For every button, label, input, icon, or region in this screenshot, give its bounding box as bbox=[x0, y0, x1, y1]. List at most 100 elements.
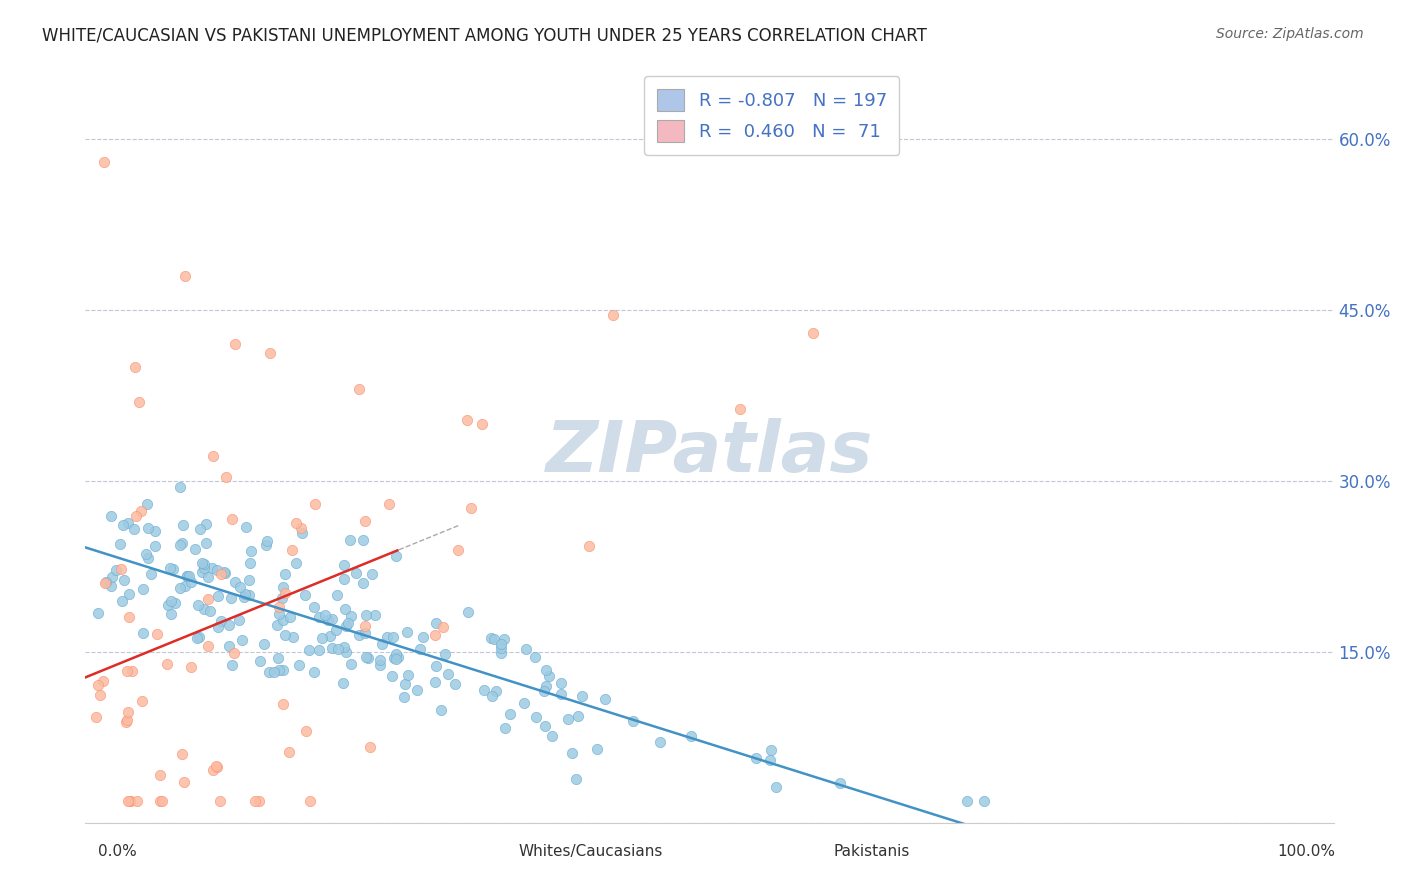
Point bbox=[190, 556, 212, 570]
Point bbox=[375, 630, 398, 644]
Point bbox=[221, 658, 243, 673]
Text: 0.0%: 0.0% bbox=[98, 845, 138, 859]
Point bbox=[224, 337, 246, 351]
Point bbox=[412, 631, 434, 645]
Text: ZIPatlas: ZIPatlas bbox=[546, 418, 873, 487]
Point bbox=[205, 759, 228, 773]
Point bbox=[156, 657, 179, 672]
Point bbox=[281, 630, 304, 644]
Point bbox=[124, 522, 146, 536]
Point bbox=[378, 497, 401, 511]
Text: Source: ZipAtlas.com: Source: ZipAtlas.com bbox=[1216, 27, 1364, 41]
Point bbox=[267, 663, 290, 677]
Point bbox=[382, 630, 405, 644]
Point bbox=[146, 627, 169, 641]
Point bbox=[333, 572, 356, 586]
Point bbox=[479, 631, 502, 645]
Point bbox=[115, 664, 138, 678]
Point bbox=[132, 626, 155, 640]
Point bbox=[257, 665, 280, 679]
Point bbox=[287, 657, 309, 672]
Point bbox=[308, 610, 330, 624]
Point bbox=[169, 538, 191, 552]
Point bbox=[195, 517, 218, 532]
Point bbox=[228, 613, 250, 627]
Point bbox=[271, 580, 294, 594]
Point bbox=[333, 558, 356, 572]
Point bbox=[176, 569, 198, 583]
Point bbox=[433, 647, 456, 661]
Point bbox=[101, 570, 124, 584]
Point bbox=[728, 401, 751, 416]
Point bbox=[271, 698, 294, 712]
Point bbox=[188, 631, 211, 645]
Point bbox=[550, 675, 572, 690]
Point bbox=[368, 653, 391, 667]
Point bbox=[339, 533, 361, 547]
Point bbox=[314, 607, 336, 622]
Point bbox=[112, 517, 135, 532]
Point bbox=[385, 549, 408, 564]
Point bbox=[340, 657, 363, 672]
Point bbox=[193, 557, 215, 571]
Point bbox=[316, 613, 339, 627]
Point bbox=[232, 590, 254, 604]
Point bbox=[325, 624, 347, 638]
Point bbox=[828, 776, 851, 790]
Point bbox=[193, 602, 215, 616]
Point bbox=[485, 684, 508, 698]
Point bbox=[335, 645, 357, 659]
Point bbox=[557, 712, 579, 726]
Point bbox=[117, 706, 139, 720]
Point bbox=[180, 574, 202, 589]
Point bbox=[172, 517, 194, 532]
Point bbox=[432, 620, 454, 634]
Point bbox=[117, 794, 139, 808]
Point bbox=[353, 619, 375, 633]
Point bbox=[207, 620, 229, 634]
Point bbox=[212, 566, 235, 580]
Point bbox=[765, 780, 787, 794]
Point bbox=[193, 561, 215, 575]
Point bbox=[621, 714, 644, 729]
Point bbox=[447, 543, 470, 558]
Point bbox=[136, 520, 159, 534]
Point bbox=[143, 539, 166, 553]
Point bbox=[94, 574, 117, 589]
Point bbox=[482, 632, 505, 647]
Point bbox=[209, 614, 232, 628]
Point bbox=[84, 710, 107, 724]
Point bbox=[481, 690, 503, 704]
Point bbox=[430, 703, 453, 717]
Point bbox=[284, 556, 307, 570]
Point bbox=[267, 650, 290, 665]
Point bbox=[173, 775, 195, 789]
Point bbox=[277, 745, 299, 759]
Point bbox=[679, 730, 702, 744]
Point bbox=[354, 650, 377, 665]
Point bbox=[371, 637, 394, 651]
Point bbox=[394, 677, 416, 691]
Point bbox=[118, 609, 141, 624]
Point bbox=[170, 536, 193, 550]
Point bbox=[120, 794, 142, 808]
Point bbox=[200, 604, 222, 618]
Point bbox=[118, 794, 141, 808]
Point bbox=[602, 308, 624, 322]
Point bbox=[352, 576, 374, 591]
Point bbox=[179, 569, 201, 583]
Point bbox=[124, 360, 146, 375]
Point bbox=[207, 760, 229, 774]
Point bbox=[299, 794, 322, 808]
Point bbox=[194, 535, 217, 549]
Point bbox=[149, 794, 172, 808]
Point bbox=[115, 713, 138, 727]
Point bbox=[135, 547, 157, 561]
Point bbox=[437, 666, 460, 681]
Point bbox=[578, 539, 600, 553]
Point bbox=[93, 155, 115, 169]
Point bbox=[197, 570, 219, 584]
Point bbox=[321, 612, 343, 626]
Point bbox=[115, 715, 138, 730]
Point bbox=[352, 533, 374, 547]
